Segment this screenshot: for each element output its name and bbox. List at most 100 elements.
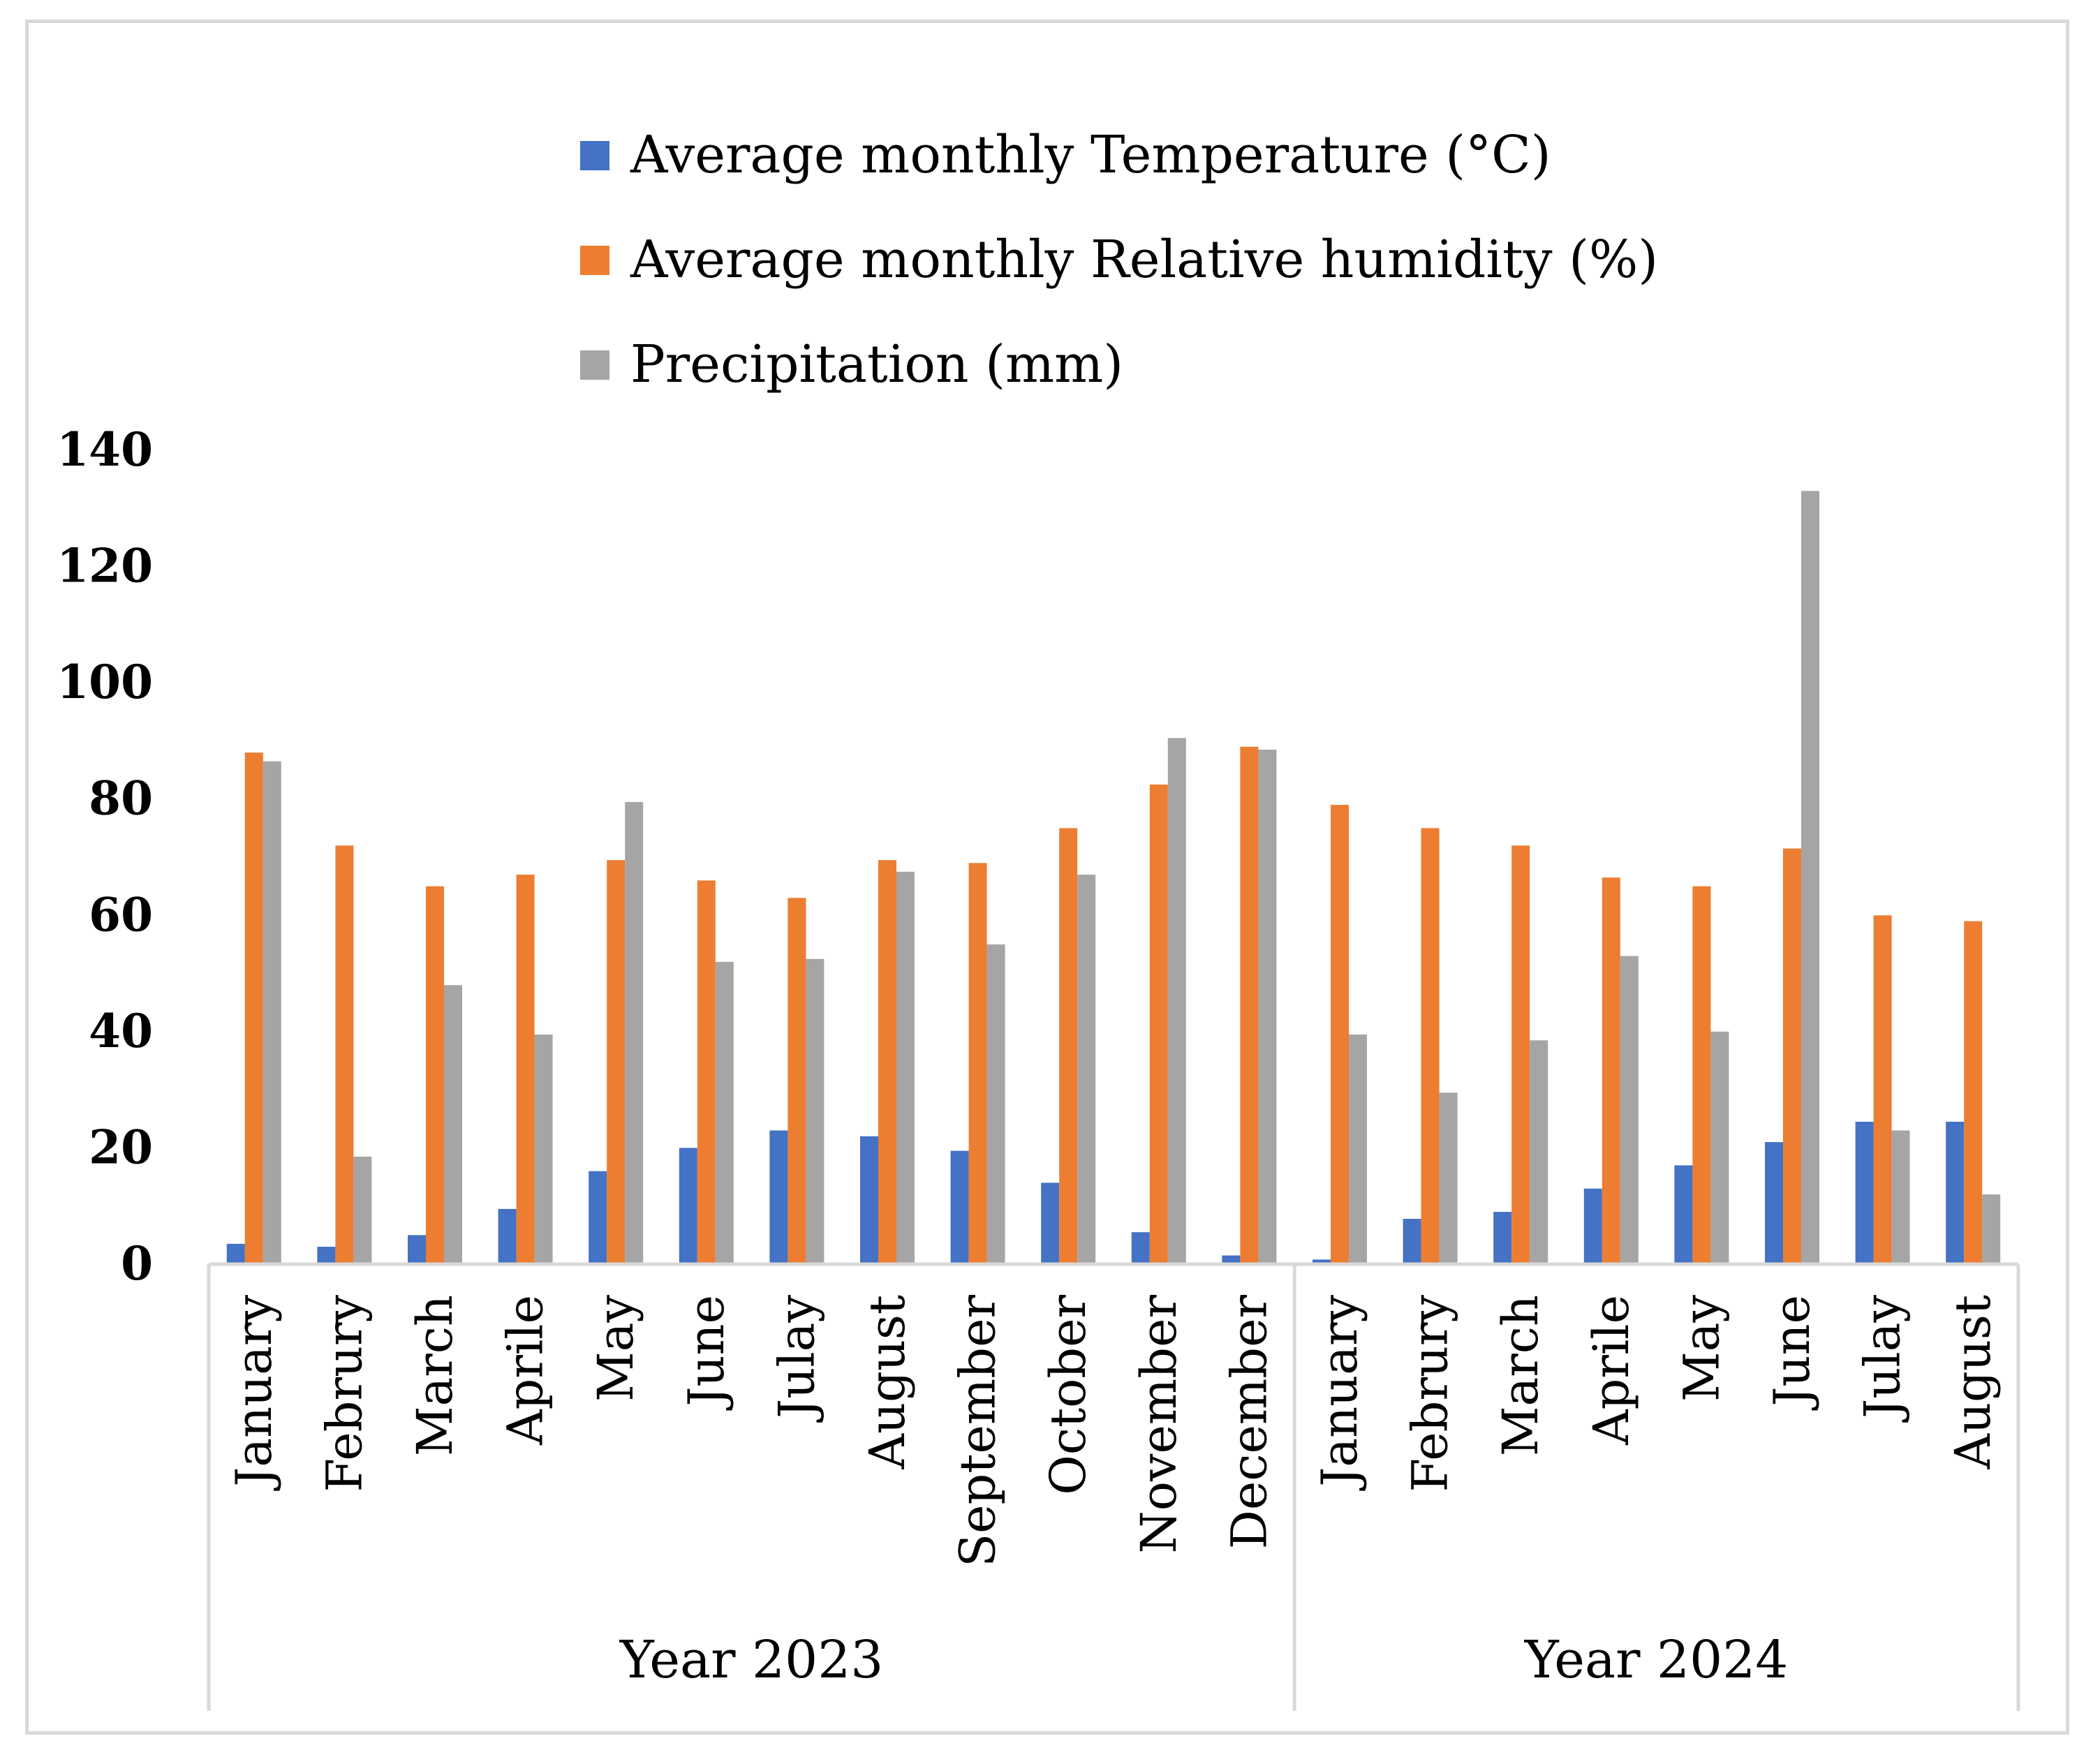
y-tick-label: 120: [57, 539, 153, 593]
bars: [226, 491, 2001, 1264]
x-tick-label-12: January: [1311, 1295, 1368, 1491]
bar-precipitation-mm-19: [1982, 1194, 2001, 1264]
x-axis-group-labels: Year 2023 Year 2024: [619, 1630, 1789, 1690]
bar-precipitation-mm-8: [986, 944, 1005, 1264]
bar-precipitation-mm-16: [1710, 1031, 1729, 1264]
bar-precipitation-mm-6: [806, 958, 825, 1264]
bar-average-monthly-temperature-c-12: [1312, 1259, 1331, 1264]
bar-average-monthly-relative-humidity-7: [878, 860, 896, 1264]
bar-precipitation-mm-1: [353, 1156, 372, 1264]
legend-swatch-precipitation-mm: [580, 350, 609, 380]
bar-average-monthly-temperature-c-18: [1855, 1121, 1874, 1264]
x-tick-label-6: Julay: [768, 1295, 825, 1423]
bar-precipitation-mm-4: [625, 801, 644, 1264]
bar-average-monthly-temperature-c-16: [1674, 1165, 1693, 1264]
bar-average-monthly-temperature-c-15: [1583, 1188, 1602, 1264]
bar-average-monthly-relative-humidity-2: [426, 886, 444, 1264]
group-label-year-2024: Year 2024: [1524, 1630, 1789, 1690]
bar-average-monthly-temperature-c-1: [317, 1247, 336, 1264]
bar-average-monthly-temperature-c-7: [860, 1136, 878, 1264]
x-tick-label-0: January: [225, 1295, 283, 1491]
bar-average-monthly-temperature-c-6: [769, 1130, 788, 1264]
bar-average-monthly-relative-humidity-4: [607, 860, 626, 1264]
bar-average-monthly-relative-humidity-8: [968, 863, 987, 1264]
bar-average-monthly-relative-humidity-14: [1511, 845, 1530, 1264]
x-tick-label-9: October: [1040, 1294, 1097, 1495]
x-tick-label-11: December: [1220, 1294, 1278, 1549]
y-tick-label: 0: [121, 1236, 153, 1291]
bar-average-monthly-relative-humidity-19: [1964, 921, 1983, 1264]
bar-average-monthly-temperature-c-11: [1222, 1255, 1241, 1264]
chart-svg: Average monthly Temperature (°C) Average …: [57, 125, 2020, 1711]
x-tick-label-1: Februry: [316, 1295, 373, 1492]
bar-average-monthly-temperature-c-19: [1946, 1121, 1965, 1264]
chart-frame: Average monthly Temperature (°C) Average …: [25, 20, 2069, 1735]
x-tick-label-8: September: [949, 1294, 1007, 1566]
bar-precipitation-mm-5: [715, 961, 734, 1264]
bar-precipitation-mm-0: [262, 761, 281, 1264]
bar-average-monthly-temperature-c-14: [1493, 1212, 1512, 1264]
bar-average-monthly-temperature-c-5: [679, 1148, 697, 1264]
y-tick-label: 20: [89, 1120, 153, 1174]
y-tick-label: 80: [89, 771, 153, 826]
bar-average-monthly-relative-humidity-6: [788, 898, 806, 1264]
bar-average-monthly-relative-humidity-18: [1873, 915, 1892, 1264]
bar-average-monthly-relative-humidity-1: [335, 845, 354, 1264]
x-tick-label-4: May: [587, 1295, 644, 1402]
bar-precipitation-mm-7: [896, 871, 915, 1264]
x-tick-label-10: November: [1130, 1294, 1188, 1553]
bar-precipitation-mm-17: [1801, 491, 1819, 1264]
x-axis-tick-labels: January Februry March Aprile May June Julay Aug…: [225, 1294, 2002, 1566]
bar-precipitation-mm-18: [1891, 1130, 1910, 1264]
y-tick-label: 100: [57, 655, 153, 709]
bar-average-monthly-relative-humidity-11: [1240, 746, 1259, 1264]
bar-precipitation-mm-2: [444, 985, 462, 1264]
bar-average-monthly-relative-humidity-13: [1421, 828, 1440, 1264]
bar-average-monthly-temperature-c-4: [589, 1171, 607, 1264]
bar-average-monthly-relative-humidity-9: [1059, 828, 1078, 1264]
bar-precipitation-mm-3: [534, 1035, 553, 1264]
bar-average-monthly-temperature-c-2: [408, 1235, 426, 1264]
x-tick-label-2: March: [406, 1295, 464, 1456]
legend-swatch-average-monthly-temperature-c: [580, 141, 609, 170]
x-axis-lines: [207, 1262, 2020, 1711]
bar-precipitation-mm-15: [1620, 956, 1639, 1264]
y-tick-label: 40: [89, 1004, 153, 1058]
x-tick-label-17: June: [1763, 1295, 1821, 1411]
bar-precipitation-mm-14: [1530, 1040, 1548, 1264]
legend-label-average-monthly-temperature-c: Average monthly Temperature (°C): [630, 125, 1551, 185]
bar-average-monthly-relative-humidity-16: [1692, 886, 1711, 1264]
legend-label-average-monthly-relative-humidity: Average monthly Relative humidity (%): [630, 230, 1658, 290]
bar-precipitation-mm-10: [1167, 738, 1186, 1264]
x-tick-label-7: August: [859, 1295, 916, 1470]
x-tick-label-16: May: [1673, 1295, 1730, 1402]
bar-precipitation-mm-11: [1258, 749, 1277, 1264]
x-tick-label-3: Aprile: [497, 1295, 554, 1446]
bar-average-monthly-relative-humidity-10: [1149, 784, 1168, 1264]
y-axis-ticks: 0 20 40 60 80 100 120 140: [57, 422, 153, 1291]
x-tick-label-14: March: [1492, 1295, 1549, 1456]
bar-average-monthly-relative-humidity-15: [1602, 877, 1620, 1264]
bar-average-monthly-temperature-c-8: [950, 1150, 969, 1264]
y-tick-label: 140: [57, 422, 153, 477]
x-tick-label-15: Aprile: [1583, 1295, 1640, 1446]
bar-average-monthly-relative-humidity-0: [244, 753, 263, 1264]
bar-average-monthly-temperature-c-10: [1131, 1232, 1150, 1264]
y-tick-label: 60: [89, 887, 153, 942]
bar-average-monthly-relative-humidity-17: [1783, 848, 1801, 1264]
x-tick-label-13: Februry: [1402, 1295, 1459, 1492]
group-label-year-2023: Year 2023: [619, 1630, 884, 1690]
legend-swatch-average-monthly-relative-humidity: [580, 246, 609, 275]
bar-average-monthly-temperature-c-17: [1765, 1142, 1783, 1264]
bar-average-monthly-relative-humidity-3: [516, 874, 535, 1264]
x-tick-label-19: August: [1944, 1295, 2002, 1470]
legend: Average monthly Temperature (°C) Average …: [580, 125, 1658, 394]
legend-label-precipitation-mm: Precipitation (mm): [630, 334, 1123, 394]
x-tick-label-5: June: [678, 1295, 735, 1411]
bar-average-monthly-temperature-c-9: [1041, 1183, 1060, 1264]
bar-average-monthly-temperature-c-13: [1403, 1219, 1421, 1264]
bar-average-monthly-temperature-c-0: [226, 1243, 245, 1264]
bar-average-monthly-relative-humidity-12: [1331, 805, 1349, 1264]
bar-average-monthly-relative-humidity-5: [697, 880, 716, 1264]
bar-average-monthly-temperature-c-3: [498, 1208, 517, 1264]
